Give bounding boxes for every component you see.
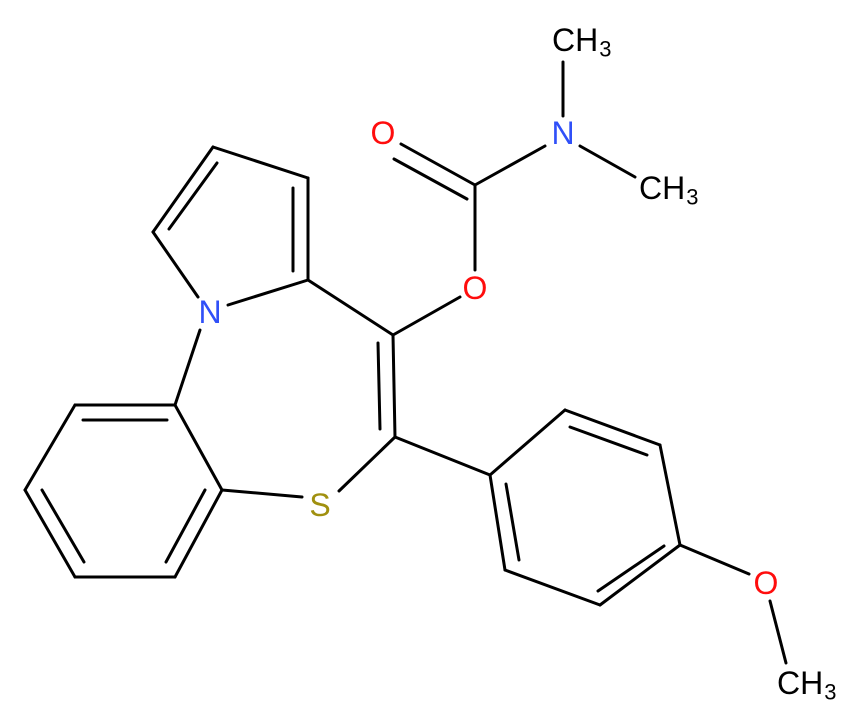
atom-subscript: 3 — [824, 680, 836, 705]
atom-subscript: 3 — [686, 185, 698, 210]
atom-label: N — [551, 115, 574, 151]
atom-label: CH — [777, 665, 823, 701]
bonds — [23, 60, 788, 665]
atom-label: O — [754, 565, 779, 601]
atom-label: CH — [639, 170, 685, 206]
atom-subscript: 3 — [599, 37, 611, 62]
atom-label: N — [198, 294, 221, 330]
atom-label: S — [309, 487, 330, 523]
atom-label: CH — [552, 22, 598, 58]
atom-label: O — [371, 115, 396, 151]
atom-label: O — [463, 270, 488, 306]
